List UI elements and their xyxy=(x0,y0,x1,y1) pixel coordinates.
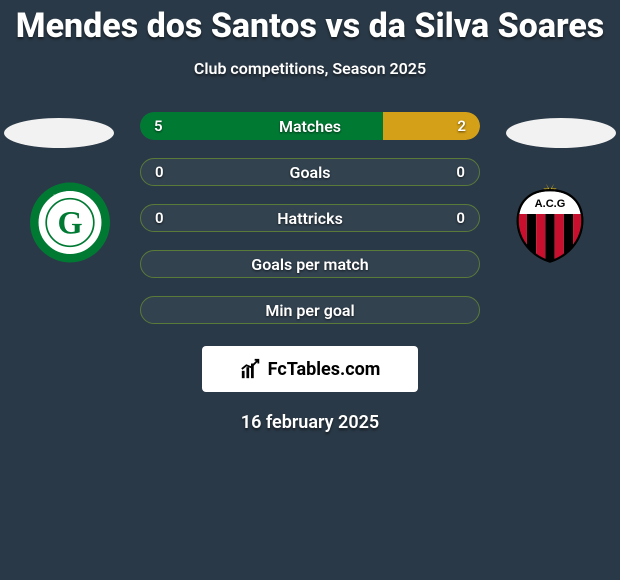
goias-crest: G GOIÁS ESPORTE CLUBE · 6·4·1943 xyxy=(20,180,120,265)
stat-value-right: 0 xyxy=(456,159,465,185)
stat-value-right: 2 xyxy=(457,112,466,140)
stat-rows: Matches52Goals00Hattricks00Goals per mat… xyxy=(140,112,480,324)
svg-text:A.C.G: A.C.G xyxy=(535,199,566,211)
page-title: Mendes dos Santos vs da Silva Soares xyxy=(0,0,620,45)
comparison-stage: G GOIÁS ESPORTE CLUBE · 6·4·1943 A.C.G xyxy=(0,112,620,324)
snapshot-date: 16 february 2025 xyxy=(0,412,620,433)
stat-label: Goals xyxy=(141,159,479,185)
stat-label: Matches xyxy=(140,112,480,140)
stat-value-left: 0 xyxy=(155,159,164,185)
brand-text: FcTables.com xyxy=(268,359,381,380)
svg-text:G: G xyxy=(57,205,82,241)
atletico-go-crest: A.C.G xyxy=(500,180,600,265)
oval-left xyxy=(4,118,114,148)
fctables-logo: FcTables.com xyxy=(240,358,381,380)
stat-value-right: 0 xyxy=(456,205,465,231)
oval-right xyxy=(506,118,616,148)
stat-value-left: 5 xyxy=(154,112,163,140)
stat-row: Min per goal xyxy=(140,296,480,324)
stat-value-left: 0 xyxy=(155,205,164,231)
stat-row: Goals per match xyxy=(140,250,480,278)
stat-row: Matches5 2 xyxy=(140,112,480,140)
subtitle: Club competitions, Season 2025 xyxy=(0,59,620,78)
brand-logo-box: FcTables.com xyxy=(202,346,418,392)
chart-icon xyxy=(240,358,262,380)
stat-row: Goals0 0 xyxy=(140,158,480,186)
stat-label: Min per goal xyxy=(141,297,479,323)
stat-label: Goals per match xyxy=(141,251,479,277)
stat-row: Hattricks0 0 xyxy=(140,204,480,232)
stat-label: Hattricks xyxy=(141,205,479,231)
